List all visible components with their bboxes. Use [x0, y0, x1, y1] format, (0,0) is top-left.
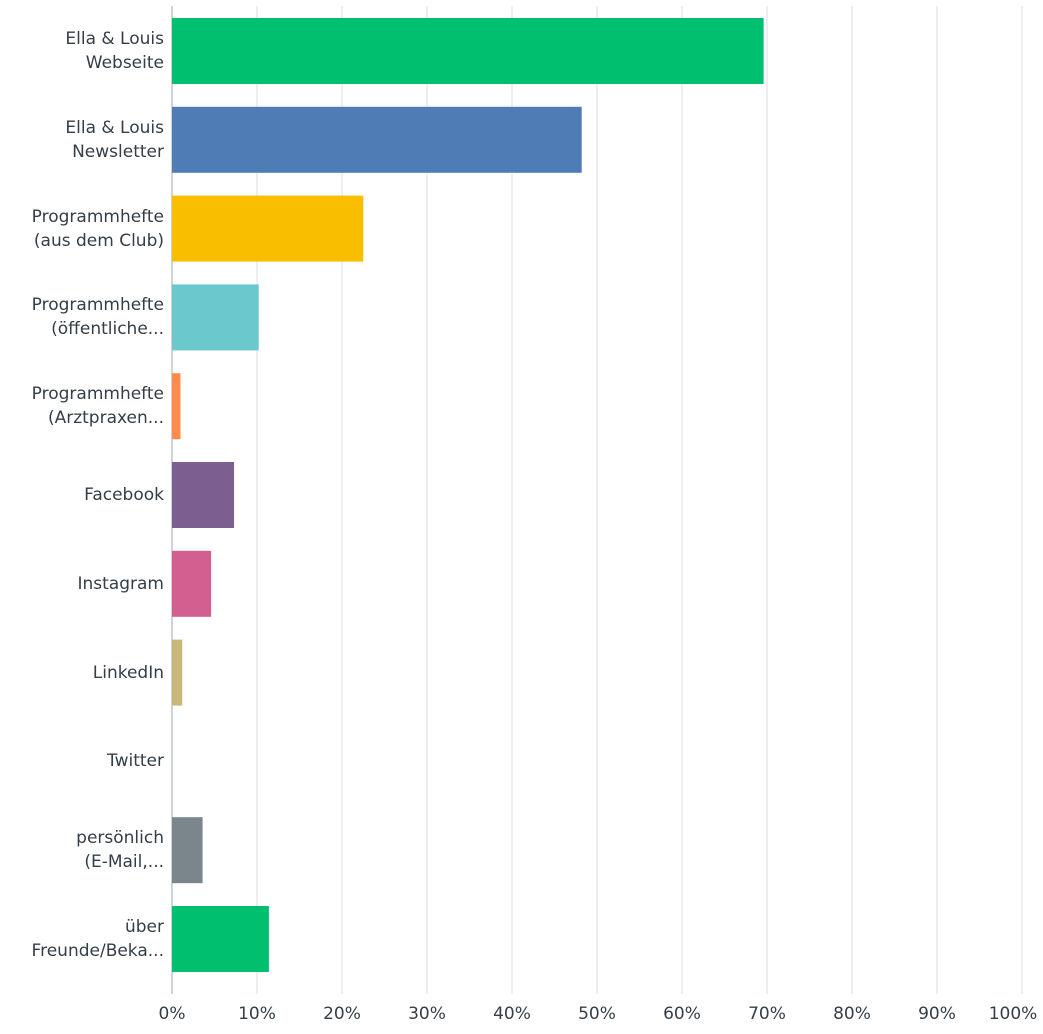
category-label: Programmhefte (öffentliche...	[0, 293, 164, 341]
category-label-line: persönlich	[76, 828, 164, 849]
bar[interactable]	[172, 195, 364, 262]
x-tick-label: 80%	[833, 1004, 871, 1024]
category-label: Ella & Louis Newsletter	[0, 116, 164, 164]
x-tick-label: 20%	[323, 1004, 361, 1024]
category-label-line: Programmhefte	[31, 206, 164, 227]
category-label-line: über	[124, 917, 164, 937]
x-tick-label: 10%	[238, 1004, 276, 1024]
category-label-line: (Arztpraxen...	[47, 408, 164, 429]
category-label-line: Webseite	[85, 53, 164, 73]
bar[interactable]	[172, 462, 235, 528]
bar[interactable]	[172, 284, 259, 351]
category-label-line: Twitter	[107, 751, 164, 772]
bar[interactable]	[172, 18, 764, 84]
category-label: Programmhefte (Arztpraxen...	[0, 382, 164, 430]
x-tick-label: 40%	[493, 1004, 531, 1024]
bar[interactable]	[172, 906, 269, 972]
category-label-line: (aus dem Club)	[33, 230, 164, 251]
category-label-line: Newsletter	[72, 141, 164, 162]
category-label: Ella & Louis Webseite	[0, 27, 164, 75]
x-tick-label: 90%	[918, 1004, 956, 1024]
category-label-line: Freunde/Beka...	[31, 941, 164, 961]
category-label-line: Ella & Louis	[65, 117, 164, 138]
category-label: Twitter	[0, 749, 164, 773]
category-label-line: Programmhefte	[31, 384, 164, 405]
category-label-line: Programmhefte	[31, 295, 164, 316]
bar[interactable]	[172, 550, 212, 617]
bar[interactable]	[172, 639, 183, 706]
category-label-line: LinkedIn	[92, 662, 164, 683]
x-tick-label: 70%	[748, 1004, 786, 1024]
bar[interactable]	[172, 373, 181, 440]
category-label-line: Ella & Louis	[65, 29, 164, 49]
category-label-line: Instagram	[77, 573, 165, 594]
x-tick-label: 30%	[408, 1004, 446, 1024]
category-label-line: Facebook	[84, 485, 164, 505]
x-tick-label: 100%	[988, 1004, 1038, 1024]
category-label-line: (öffentliche...	[51, 319, 164, 340]
x-tick-label: 50%	[578, 1004, 616, 1024]
category-label: Facebook	[0, 483, 164, 507]
category-label: Programmhefte (aus dem Club)	[0, 205, 164, 253]
x-tick-label: 60%	[663, 1004, 701, 1024]
category-label: persönlich (E-Mail,...	[0, 826, 164, 874]
bar[interactable]	[172, 817, 203, 884]
category-label: LinkedIn	[0, 661, 164, 685]
category-label-line: (E-Mail,...	[84, 852, 164, 873]
category-label: über Freunde/Beka...	[0, 915, 164, 963]
bar[interactable]	[172, 106, 582, 173]
x-tick-label: 0%	[158, 1004, 186, 1024]
category-label: Instagram	[0, 572, 165, 596]
